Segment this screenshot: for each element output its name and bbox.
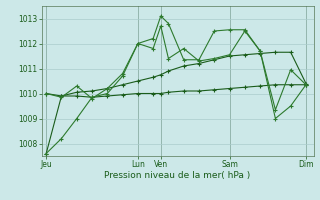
X-axis label: Pression niveau de la mer( hPa ): Pression niveau de la mer( hPa ) <box>104 171 251 180</box>
